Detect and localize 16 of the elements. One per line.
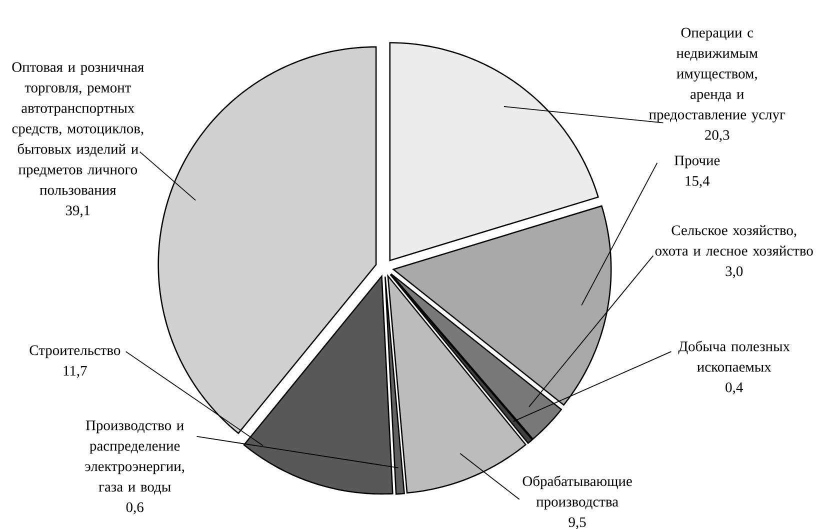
data-label: 3,0 [726, 266, 743, 278]
slice-label: Обрабатывающие производства [522, 476, 632, 510]
slice-label: Добыча полезных ископаемых [678, 340, 790, 372]
slice-label: Операции с недвижимым имуществом, аренда и предоставление услуг [649, 28, 786, 122]
data-label: 20,3 [705, 130, 730, 142]
data-label: 39,1 [66, 206, 90, 218]
data-label: 11,7 [64, 366, 87, 378]
slice-label: Производство и распределение электроэнергии, газа и воды [85, 420, 184, 494]
data-label: 9,5 [568, 517, 586, 529]
slice-label: Прочие [674, 156, 720, 168]
slice-label: Строительство [30, 345, 120, 358]
slice-label: Сельское хозяйство, охота и лесное хозяйство [655, 225, 813, 256]
data-label: 0,4 [726, 382, 743, 394]
data-label: 15,4 [686, 176, 710, 188]
slice-label: Оптовая и розничная торговля, ремонт автотранспортных средств, мотоциклов, бытовых изделий и предметов личного пользования [12, 62, 144, 195]
data-label: 0,6 [126, 502, 144, 514]
